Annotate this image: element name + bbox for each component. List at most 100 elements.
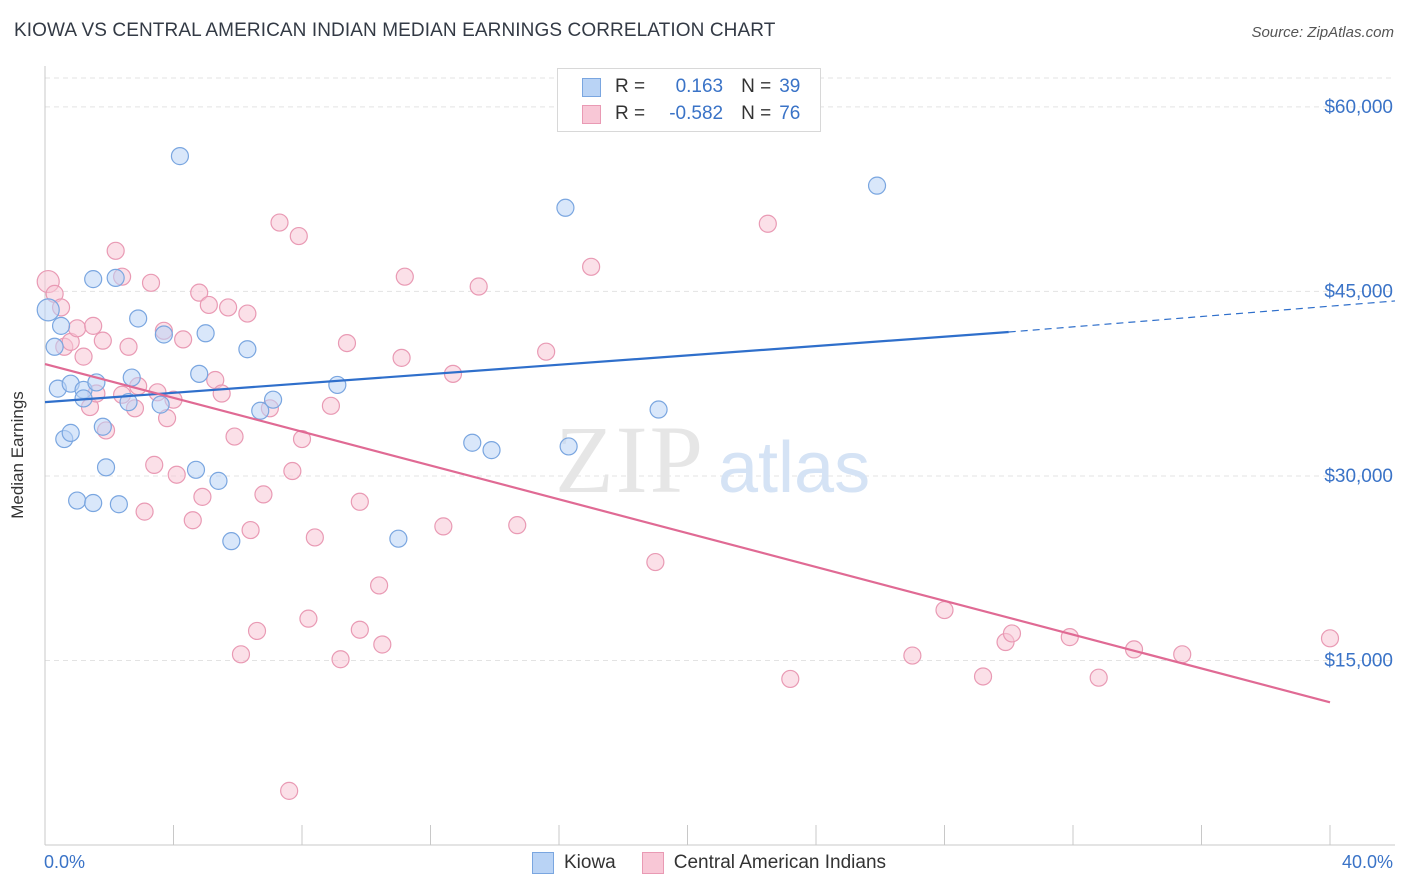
cai-point xyxy=(280,781,299,800)
cai-point xyxy=(193,487,212,506)
cai-point xyxy=(321,396,341,415)
y-tick-label: $15,000 xyxy=(1324,650,1393,671)
cai-point xyxy=(270,213,289,232)
cai-point xyxy=(119,337,138,356)
cai-point xyxy=(68,319,87,338)
cai-point xyxy=(350,620,369,639)
kiowa-point xyxy=(867,176,887,195)
kiowa-point xyxy=(154,325,173,344)
n-label: N = xyxy=(741,103,772,124)
series-legend: Kiowa Central American Indians xyxy=(532,852,912,874)
kiowa-point xyxy=(84,493,103,513)
kiowa-point xyxy=(68,491,87,510)
cai-swatch xyxy=(641,852,664,874)
kiowa-point xyxy=(559,437,578,456)
cai-point xyxy=(174,330,193,349)
cai-point xyxy=(241,520,260,540)
kiowa-point xyxy=(109,495,128,514)
kiowa-point xyxy=(96,458,116,477)
cai-swatch xyxy=(582,104,601,124)
cai-point xyxy=(199,295,218,315)
kiowa-trendline xyxy=(44,330,1009,404)
kiowa-swatch xyxy=(532,852,554,874)
kiowa-point xyxy=(556,198,575,217)
cai-point xyxy=(93,331,112,350)
kiowa-point xyxy=(186,460,206,479)
n-value: 76 xyxy=(779,103,801,124)
cai-point xyxy=(781,669,800,689)
cai-point xyxy=(395,267,414,286)
correlation-legend: R = 0.163 N = 39 R = -0.582 N = 76 xyxy=(557,68,821,132)
cai-trendline xyxy=(44,362,1331,704)
cai-point xyxy=(231,645,251,664)
legend-row-kiowa: R = 0.163 N = 39 xyxy=(582,75,800,99)
cai-point xyxy=(190,283,209,302)
cai-point xyxy=(145,455,164,474)
cai-point xyxy=(350,492,369,511)
y-tick-label: $60,000 xyxy=(1324,97,1393,118)
y-axis-label: Median Earnings xyxy=(8,391,27,519)
cai-point xyxy=(434,517,453,536)
legend-item-kiowa[interactable]: Kiowa xyxy=(532,852,616,874)
legend-item-cai[interactable]: Central American Indians xyxy=(641,852,886,874)
cai-point xyxy=(758,214,777,233)
cai-point xyxy=(84,316,103,335)
kiowa-point xyxy=(170,147,190,166)
cai-point xyxy=(646,552,665,572)
n-label: N = xyxy=(741,76,772,97)
kiowa-point xyxy=(61,423,80,442)
kiowa-point xyxy=(222,532,241,551)
kiowa-point xyxy=(45,337,64,356)
cai-point xyxy=(305,528,324,547)
kiowa-point xyxy=(51,316,71,335)
source-credit: Source: ZipAtlas.com xyxy=(1251,24,1394,41)
y-tick-label: $45,000 xyxy=(1324,281,1393,302)
kiowa-point xyxy=(122,368,141,387)
kiowa-point xyxy=(196,324,215,343)
cai-point xyxy=(582,257,601,276)
cai-point xyxy=(247,621,267,641)
kiowa-point xyxy=(251,401,270,420)
cai-point xyxy=(373,635,392,654)
kiowa-point xyxy=(209,471,228,490)
cai-point xyxy=(225,427,244,446)
r-value: -0.582 xyxy=(669,103,724,124)
cai-point xyxy=(1002,624,1022,643)
legend-label-kiowa: Kiowa xyxy=(564,852,616,873)
kiowa-point xyxy=(389,529,408,548)
watermark-atlas: atlas xyxy=(718,428,870,508)
cai-point xyxy=(254,485,273,504)
cai-point xyxy=(469,277,488,296)
cai-point xyxy=(289,226,308,246)
chart-title: KIOWA VS CENTRAL AMERICAN INDIAN MEDIAN … xyxy=(14,20,776,41)
cai-point xyxy=(1089,668,1108,687)
cai-point xyxy=(331,650,350,669)
cai-point xyxy=(212,384,231,403)
kiowa-point xyxy=(129,309,148,328)
cai-point xyxy=(299,609,318,628)
r-label: R = xyxy=(615,103,646,124)
watermark-zip: ZIP xyxy=(555,406,705,513)
cai-point xyxy=(935,600,954,620)
legend-row-cai: R = -0.582 N = 76 xyxy=(582,102,800,126)
cai-point xyxy=(106,241,125,260)
kiowa-trendline-extension xyxy=(1008,300,1396,333)
x-tick-min: 0.0% xyxy=(44,852,86,872)
kiowa-point xyxy=(151,395,170,414)
kiowa-point xyxy=(106,268,125,287)
cai-point xyxy=(1173,645,1192,664)
cai-point xyxy=(337,333,357,353)
cai-point xyxy=(238,304,257,323)
kiowa-point xyxy=(649,400,668,419)
r-label: R = xyxy=(615,76,646,97)
kiowa-point xyxy=(190,364,209,383)
cai-point xyxy=(537,342,556,361)
cai-point xyxy=(74,347,93,366)
cai-point xyxy=(135,502,154,521)
cai-point xyxy=(508,516,527,535)
kiowa-swatch xyxy=(582,77,601,97)
kiowa-point xyxy=(463,433,482,452)
r-value: 0.163 xyxy=(675,76,724,97)
kiowa-point xyxy=(328,375,347,395)
